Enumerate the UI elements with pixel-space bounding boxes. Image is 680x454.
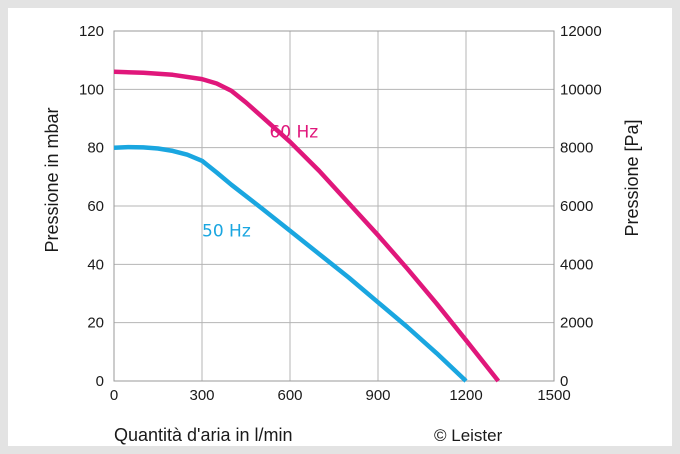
x-tick-label: 0 <box>110 387 118 404</box>
x-axis-title: Quantità d'aria in l/min <box>114 425 293 445</box>
y-tick-label: 0 <box>96 373 104 390</box>
y-tick-labels: 0 20 40 60 80 100 120 <box>79 23 104 390</box>
series-labels: 60 Hz 50 Hz <box>202 122 318 241</box>
plot-border <box>113 30 555 382</box>
y2-tick-label: 0 <box>560 373 568 390</box>
y2-tick-label: 6000 <box>560 198 593 215</box>
y-tick-label: 80 <box>87 140 104 157</box>
series-line-50-hz <box>113 144 468 383</box>
x-tick-label: 600 <box>277 387 302 404</box>
y2-tick-label: 12000 <box>560 23 602 40</box>
chart-card: 0 300 600 900 1200 1500 0 20 40 60 80 100 120 0 2000… <box>8 8 672 446</box>
plot-frame <box>113 30 555 382</box>
y2-axis-title: Pressione [Pa] <box>622 119 642 236</box>
y-tick-label: 100 <box>79 81 104 98</box>
x-tick-label: 1200 <box>449 387 482 404</box>
pressure-flow-chart: 0 300 600 900 1200 1500 0 20 40 60 80 100 120 0 2000… <box>42 23 642 445</box>
series-label-50-hz: 50 Hz <box>202 222 251 242</box>
copyright-credit: © Leister <box>434 426 503 445</box>
grid <box>114 31 554 381</box>
y-tick-label: 40 <box>87 256 104 273</box>
x-tick-label: 300 <box>189 387 214 404</box>
y-tick-label: 20 <box>87 315 104 332</box>
y-tick-label: 60 <box>87 198 104 215</box>
series-lines <box>113 69 501 383</box>
y2-tick-label: 10000 <box>560 81 602 98</box>
y-tick-label: 120 <box>79 23 104 40</box>
series-label-60-hz: 60 Hz <box>269 122 318 142</box>
x-tick-labels: 0 300 600 900 1200 1500 <box>110 387 571 404</box>
y2-tick-labels: 0 2000 4000 6000 8000 10000 12000 <box>560 23 602 390</box>
y2-tick-label: 4000 <box>560 256 593 273</box>
y2-tick-label: 2000 <box>560 315 593 332</box>
x-tick-label: 900 <box>365 387 390 404</box>
x-tick-label: 1500 <box>537 387 570 404</box>
y2-tick-label: 8000 <box>560 140 593 157</box>
y-axis-title: Pressione in mbar <box>42 107 62 252</box>
series-line-60-hz <box>113 69 501 383</box>
